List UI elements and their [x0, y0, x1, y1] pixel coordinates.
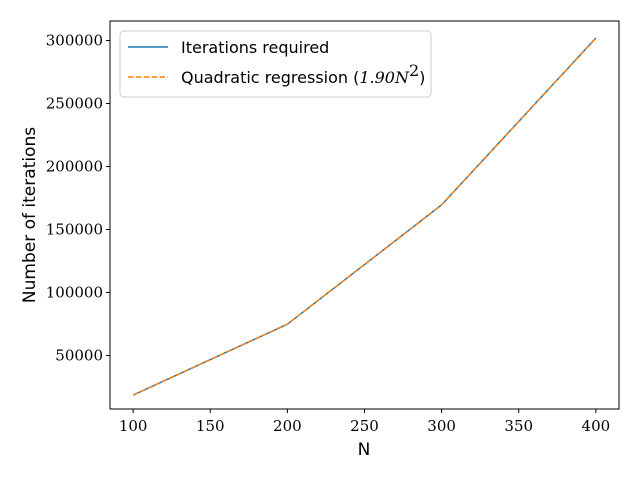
- legend-box: [119, 30, 432, 98]
- y-tick-label: 50000: [55, 346, 103, 364]
- x-axis-ticks: 100 150 200 250 300 350 400: [119, 409, 610, 435]
- x-tick-label: 350: [504, 417, 533, 435]
- y-tick-label: 200000: [46, 158, 103, 176]
- y-axis-label: Number of iterations: [20, 127, 40, 303]
- axes-frame: [109, 20, 620, 410]
- legend-label-regression-math: 1.90N: [359, 68, 410, 87]
- series-layer: [132, 37, 597, 396]
- x-tick-label: 300: [427, 417, 456, 435]
- y-tick-label: 250000: [46, 95, 103, 113]
- legend-label-regression-prefix: Quadratic regression (: [181, 68, 359, 87]
- legend-label-regression-suffix: ): [419, 68, 425, 87]
- legend: Iterations required Quadratic regression…: [119, 30, 432, 98]
- y-tick-label: 100000: [46, 283, 103, 301]
- legend-label-iterations: Iterations required: [181, 38, 329, 57]
- y-axis-ticks: 50000 100000 150000 200000 250000 300000: [46, 32, 110, 364]
- y-tick-label: 150000: [46, 220, 103, 238]
- x-tick-label: 400: [582, 417, 611, 435]
- x-tick-label: 250: [350, 417, 379, 435]
- y-tick-label: 300000: [46, 32, 103, 50]
- legend-label-regression-sup: 2: [409, 61, 419, 80]
- x-tick-label: 200: [273, 417, 302, 435]
- series-line-regression: [132, 37, 597, 396]
- x-tick-label: 150: [196, 417, 225, 435]
- legend-label-regression: Quadratic regression (1.90N2): [181, 61, 425, 87]
- x-tick-label: 100: [119, 417, 148, 435]
- x-axis-label: N: [358, 440, 371, 460]
